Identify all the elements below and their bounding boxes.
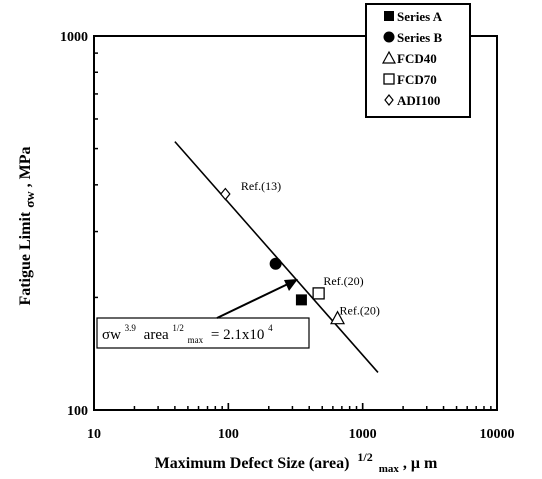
eq-rhs-exp: 4 [268,323,273,333]
legend-marker-series-a [384,11,394,21]
equation-text: σw 3.9 area 1/2 max = 2.1x10 4 [102,319,273,347]
point-adi100 [220,187,231,201]
fit-line [174,141,379,373]
y-tick-label: 100 [67,404,88,419]
legend-marker-fcd40 [381,50,397,64]
y-tick-label: 1000 [60,30,88,45]
annotation-ref: Ref.(20) [340,304,380,318]
legend-marker-series-b [383,31,395,43]
equation-frame [96,317,310,349]
x-tick-label: 1000 [349,427,377,442]
legend-label: FCD70 [397,72,437,87]
y-axis-unit: , MPa [17,146,34,187]
legend-label: ADI100 [397,93,440,108]
annotation-ref: Ref.(20) [323,274,363,288]
legend-label: Series A [397,9,443,24]
legend-marker-fcd70 [383,73,395,85]
x-tick-label: 10 [87,427,101,442]
plot-frame [93,35,498,411]
annotations: Ref.(13) Ref.(20) Ref.(20) [241,179,380,318]
data-points [220,187,346,325]
equation-arrow [216,279,298,319]
x-tick-label: 100 [218,427,239,442]
eq-sup: 1/2 [172,323,184,333]
x-axis-title: Maximum Defect Size (area) 1/2 max , μ m [155,448,438,476]
annotation-ref: Ref.(13) [241,179,281,193]
legend-label: FCD40 [397,51,437,66]
x-axis-unit: , μ m [403,455,438,472]
axis-ticks [93,35,498,411]
eq-mid: area [144,327,169,343]
y-axis-title: Fatigue Limit σw , MPa [17,146,38,305]
point-fcd70 [312,287,325,300]
eq-sym: σw [102,327,121,343]
x-axis-sup: 1/2 [357,450,372,464]
fit-line-group [174,141,379,373]
point-series-a [295,294,307,306]
legend-frame [365,3,471,118]
eq-sub: max [188,335,204,345]
legend-label: Series B [397,30,442,45]
y-axis-symbol: σw [22,191,37,208]
tick-labels: 10 100 1000 10000 100 1000 [60,30,515,442]
point-series-b [269,257,282,270]
eq-rhs: = 2.1x10 [211,327,264,343]
x-axis-sub: max [379,463,400,475]
point-fcd40 [330,310,346,325]
y-axis-label: Fatigue Limit [17,211,34,305]
legend: Series A Series B FCD40 FCD70 ADI100 [365,3,471,118]
x-axis-label: Maximum Defect Size (area) [155,455,350,472]
eq-exp: 3.9 [125,323,137,333]
x-tick-label: 10000 [480,427,515,442]
equation-box: σw 3.9 area 1/2 max = 2.1x10 4 [96,317,310,349]
legend-marker-adi100 [384,94,394,106]
